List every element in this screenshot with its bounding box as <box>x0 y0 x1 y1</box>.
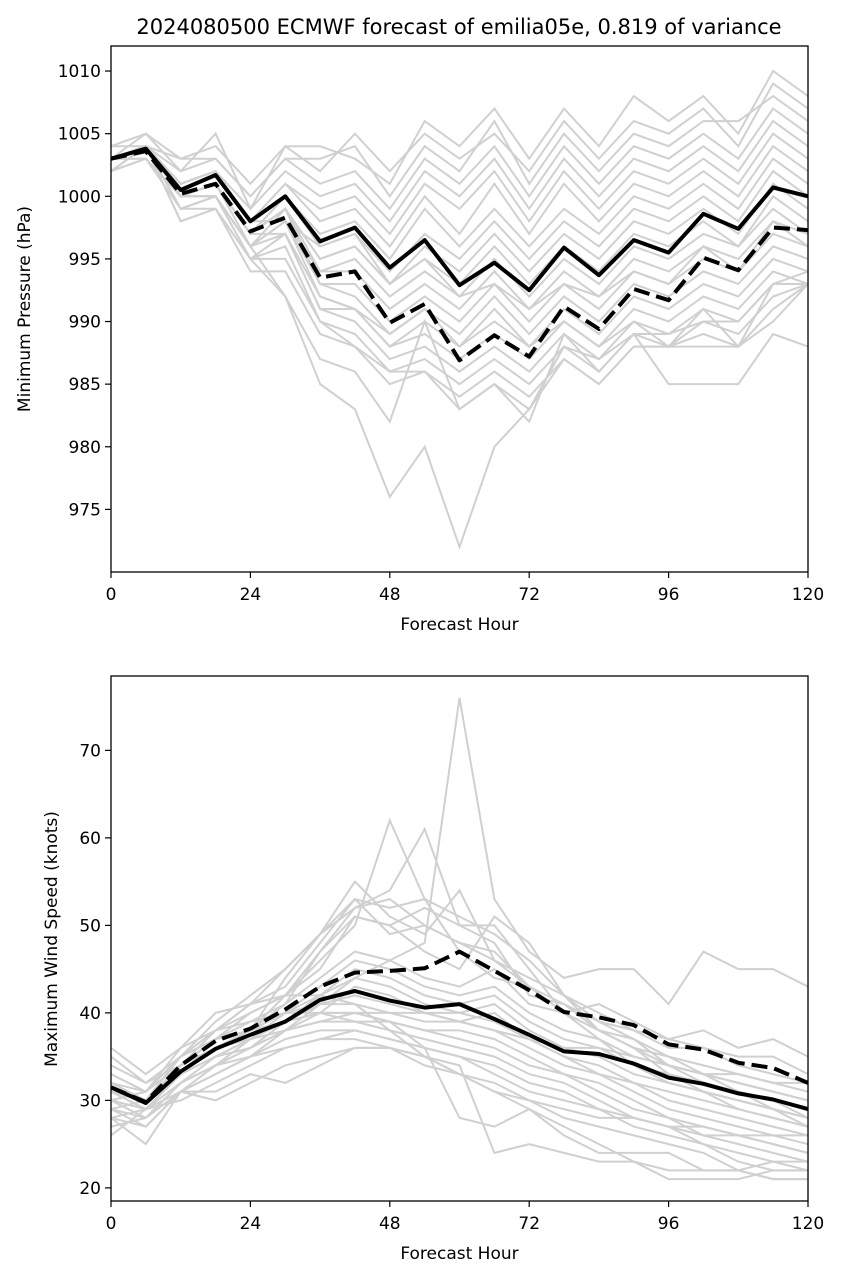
wind-x-tick-label-0: 0 <box>106 1214 117 1234</box>
wind-member-line-11 <box>111 994 808 1137</box>
wind-member-line-8 <box>111 968 808 1120</box>
wind-y-tick-label-70: 70 <box>79 741 101 761</box>
wind-member-line-24 <box>111 897 808 1128</box>
wind-member-line-26 <box>111 898 808 1119</box>
pressure-x-tick-label-120: 120 <box>792 585 824 605</box>
pressure-x-tick-label-96: 96 <box>658 585 680 605</box>
pressure-member-line-18 <box>111 157 808 373</box>
pressure-member-line-4 <box>111 107 808 211</box>
wind-solid-line <box>111 989 808 1112</box>
pressure-y-tick-label-995: 995 <box>69 250 101 270</box>
pressure-x-tick-label-72: 72 <box>518 585 540 605</box>
pressure-y-tick-label-980: 980 <box>69 438 101 458</box>
wind-y-tick-label-20: 20 <box>79 1179 101 1199</box>
pressure-x-tick-label-0: 0 <box>106 585 117 605</box>
pressure-member-line-2 <box>111 82 808 212</box>
pressure-y-axis-label: Minimum Pressure (hPa) <box>15 206 35 412</box>
wind-panel: 0 24 48 72 96 120 20 30 40 50 60 70 Forecast Hour Max… <box>42 675 824 1264</box>
wind-x-tick-label-72: 72 <box>518 1214 540 1234</box>
wind-x-tick-label-96: 96 <box>658 1214 680 1234</box>
wind-member-line-2 <box>111 817 808 1102</box>
pressure-member-line-19 <box>111 144 808 386</box>
pressure-y-tick-label-975: 975 <box>69 500 101 520</box>
wind-member-line-14 <box>111 1011 808 1163</box>
pressure-member-line-23 <box>111 144 808 551</box>
wind-member-line-15 <box>111 1020 808 1172</box>
wind-member-line-25 <box>111 906 808 1128</box>
wind-y-tick-label-30: 30 <box>79 1091 101 1111</box>
wind-y-tick-label-60: 60 <box>79 829 101 849</box>
wind-member-line-18 <box>111 1011 808 1181</box>
pressure-plot-area <box>111 69 808 551</box>
wind-member-line-27 <box>111 1011 808 1111</box>
wind-y-axis-label: Maximum Wind Speed (knots) <box>42 811 62 1067</box>
pressure-solid-line <box>111 146 808 293</box>
wind-member-line-20 <box>111 1046 808 1154</box>
wind-member-line-7 <box>111 959 808 1111</box>
pressure-y-tick-label-1005: 1005 <box>58 125 101 145</box>
pressure-x-tick-label-24: 24 <box>240 585 262 605</box>
pressure-member-line-1 <box>111 69 808 186</box>
wind-member-line-9 <box>111 976 808 1128</box>
pressure-y-tick-label-990: 990 <box>69 313 101 333</box>
wind-y-tick-label-50: 50 <box>79 916 101 936</box>
wind-y-tick-label-40: 40 <box>79 1004 101 1024</box>
pressure-x-axis-label: Forecast Hour <box>400 615 518 635</box>
wind-member-line-3 <box>111 826 808 1102</box>
wind-x-tick-label-48: 48 <box>379 1214 401 1234</box>
wind-x-tick-label-120: 120 <box>792 1214 824 1234</box>
pressure-y-tick-label-985: 985 <box>69 375 101 395</box>
wind-dashed-line <box>111 949 808 1105</box>
pressure-member-line-8 <box>111 144 808 261</box>
pressure-y-tick-label-1010: 1010 <box>58 62 101 82</box>
pressure-member-line-5 <box>111 119 808 223</box>
wind-member-line-22 <box>111 1029 808 1137</box>
pressure-member-line-22 <box>111 144 808 424</box>
wind-x-tick-label-24: 24 <box>240 1214 262 1234</box>
pressure-panel: 0 24 48 72 96 120 975 980 985 990 995 1000 1005 1010 F… <box>15 45 824 635</box>
pressure-axes-frame <box>110 45 809 573</box>
pressure-member-line-14 <box>111 157 808 323</box>
wind-plot-area <box>111 697 808 1181</box>
wind-axes-frame <box>110 675 809 1202</box>
pressure-y-tick-label-1000: 1000 <box>58 187 101 207</box>
wind-x-axis-label: Forecast Hour <box>400 1244 518 1264</box>
chart-title: 2024080500 ECMWF forecast of emilia05e, … <box>136 15 781 39</box>
pressure-x-tick-label-48: 48 <box>379 585 401 605</box>
pressure-dashed-line <box>111 149 808 363</box>
wind-member-line-5 <box>111 915 808 1102</box>
wind-member-line-21 <box>111 1046 808 1172</box>
